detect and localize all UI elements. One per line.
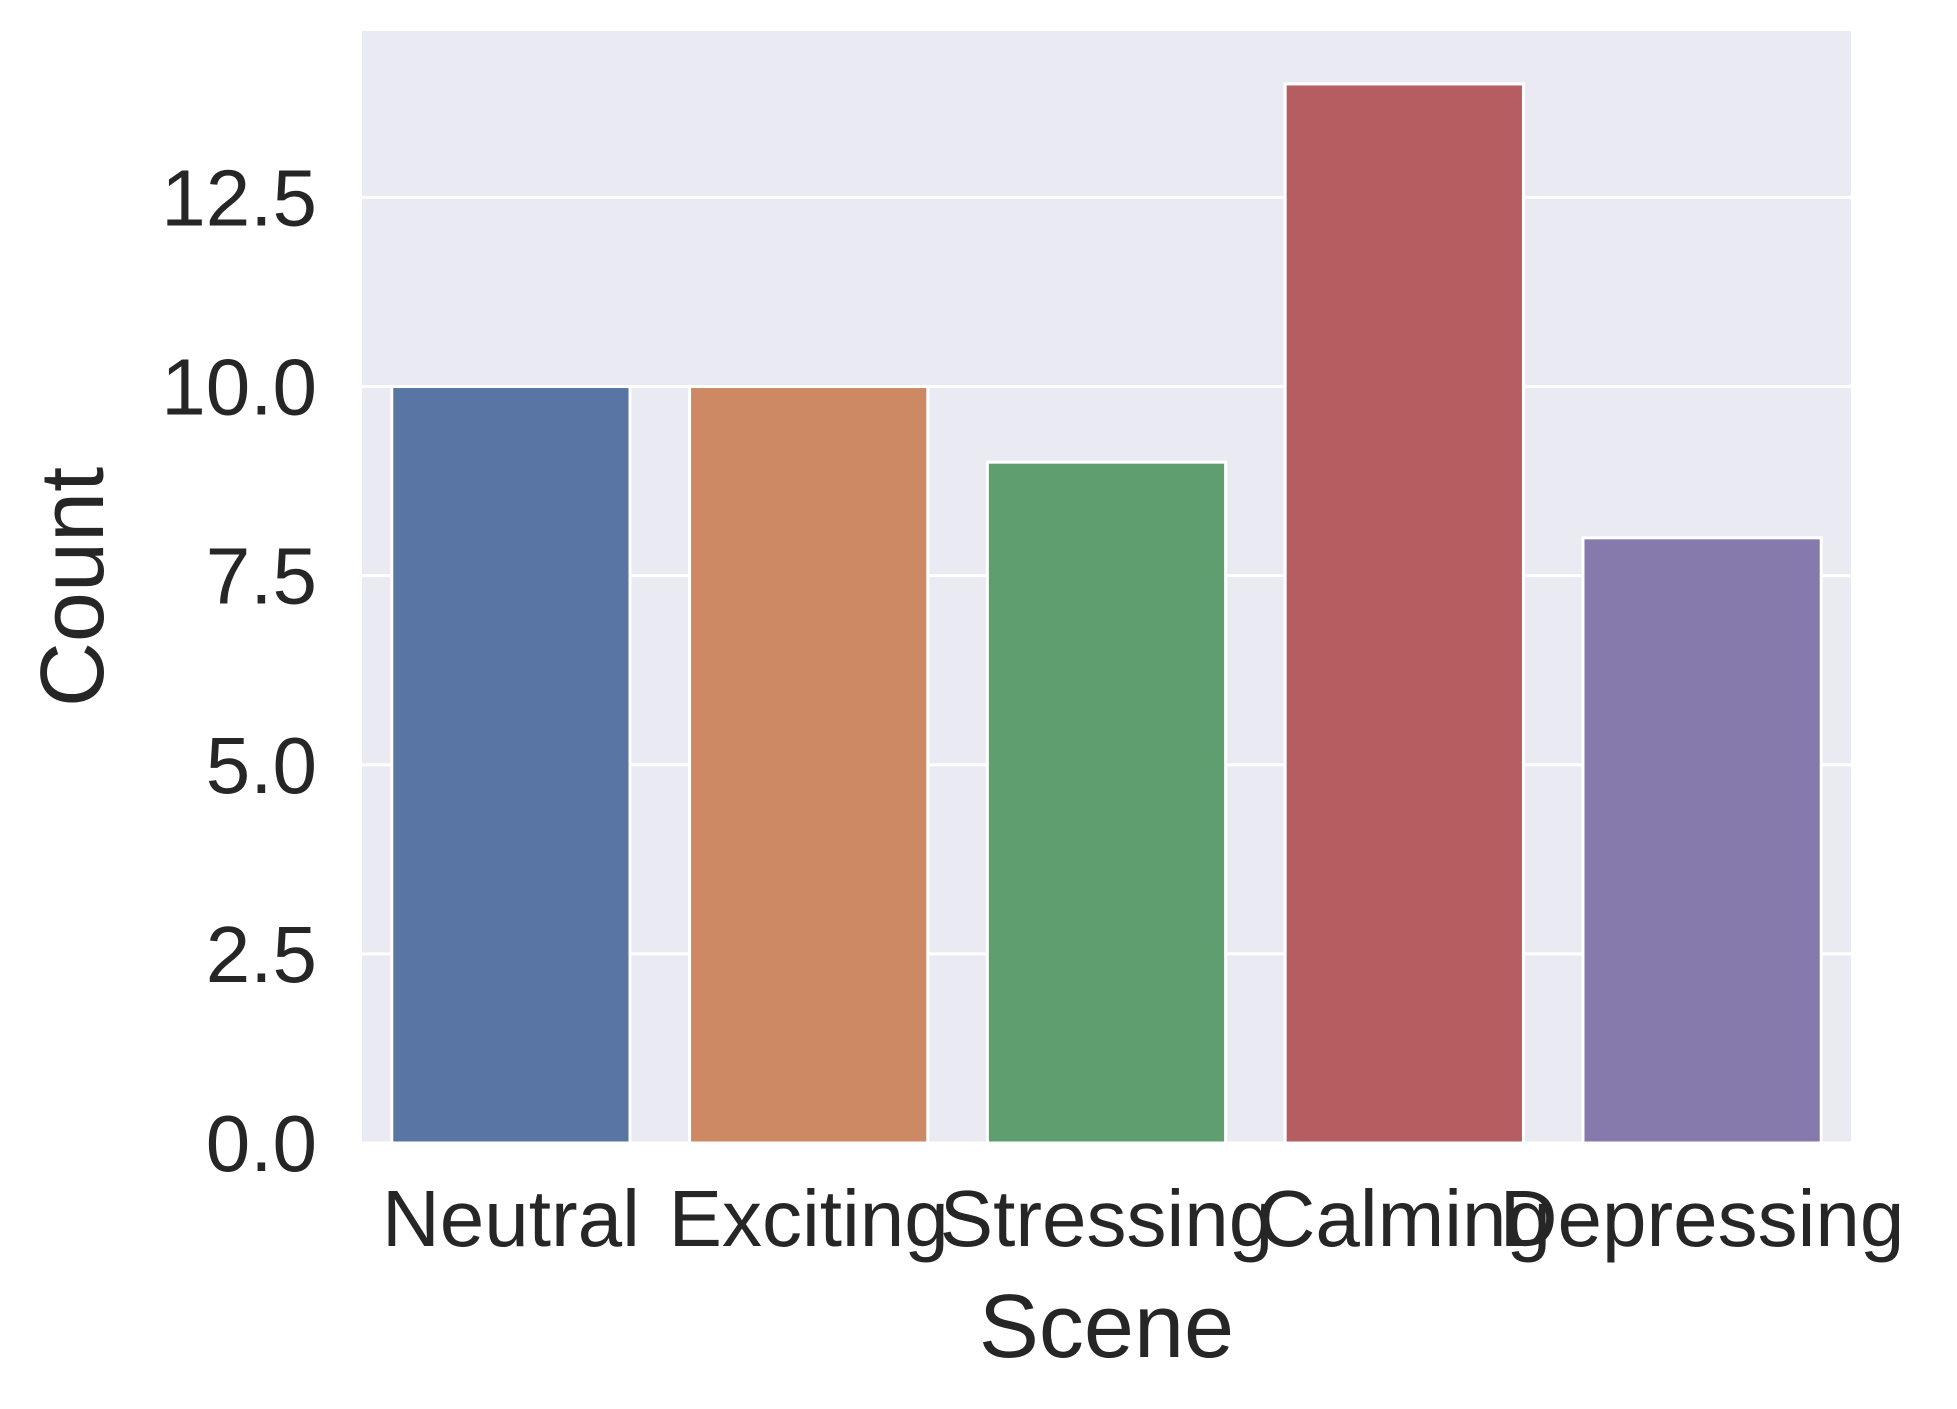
- x-tick-label: Neutral: [382, 1174, 640, 1263]
- y-tick-label: 5.0: [206, 721, 317, 810]
- y-tick-label: 10.0: [161, 343, 317, 432]
- y-tick-label: 12.5: [161, 153, 317, 242]
- x-tick-label: Exciting: [669, 1174, 949, 1263]
- x-tick-label: Depressing: [1500, 1174, 1905, 1263]
- x-tick-label: Calming: [1258, 1174, 1551, 1263]
- x-tick-labels: Neutral ExcitingStressingCalmingDepressin…: [382, 1174, 1904, 1263]
- y-tick-label: 0.0: [206, 1099, 317, 1188]
- x-tick-label: Stressing: [940, 1174, 1273, 1263]
- bar-depressing: [1581, 536, 1823, 1145]
- y-tick-label: 2.5: [206, 910, 317, 999]
- bars: [390, 82, 1823, 1145]
- y-tick-label: 7.5: [206, 532, 317, 621]
- x-axis-label: Scene: [979, 1277, 1234, 1377]
- bar-exciting: [688, 385, 930, 1145]
- y-axis-label: Count: [23, 467, 123, 707]
- bar-neutral: [390, 385, 632, 1145]
- bar-calming: [1283, 82, 1525, 1145]
- bar-stressing: [985, 460, 1228, 1145]
- y-tick-labels: 0.0 2.5 5.0 7.5 10.0 12.5: [161, 153, 317, 1188]
